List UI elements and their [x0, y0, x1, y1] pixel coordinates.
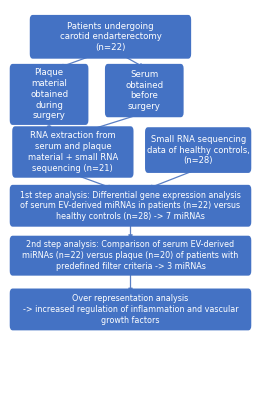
Text: 2nd step analysis: Comparison of serum EV-derived
miRNAs (n=22) versus plaque (n: 2nd step analysis: Comparison of serum E… — [22, 240, 239, 271]
FancyBboxPatch shape — [10, 64, 88, 125]
Text: Patients undergoing
carotid endarterectomy
(n=22): Patients undergoing carotid endarterecto… — [60, 22, 161, 52]
Text: RNA extraction from
serum and plaque
material + small RNA
sequencing (n=21): RNA extraction from serum and plaque mat… — [28, 131, 118, 173]
Text: Small RNA sequencing
data of healthy controls,
(n=28): Small RNA sequencing data of healthy con… — [147, 135, 250, 165]
Text: Plaque
material
obtained
during
surgery: Plaque material obtained during surgery — [30, 68, 68, 120]
Text: 1st step analysis: Differential gene expression analysis
of serum EV-derived miR: 1st step analysis: Differential gene exp… — [20, 190, 241, 221]
FancyBboxPatch shape — [145, 127, 251, 173]
Text: Over representation analysis
-> increased regulation of inflammation and vascula: Over representation analysis -> increase… — [23, 294, 238, 325]
FancyBboxPatch shape — [105, 64, 184, 117]
FancyBboxPatch shape — [10, 185, 251, 227]
Text: Serum
obtained
before
surgery: Serum obtained before surgery — [125, 70, 163, 111]
FancyBboxPatch shape — [12, 126, 134, 178]
FancyBboxPatch shape — [10, 236, 251, 276]
FancyBboxPatch shape — [10, 288, 251, 330]
FancyBboxPatch shape — [30, 15, 191, 59]
